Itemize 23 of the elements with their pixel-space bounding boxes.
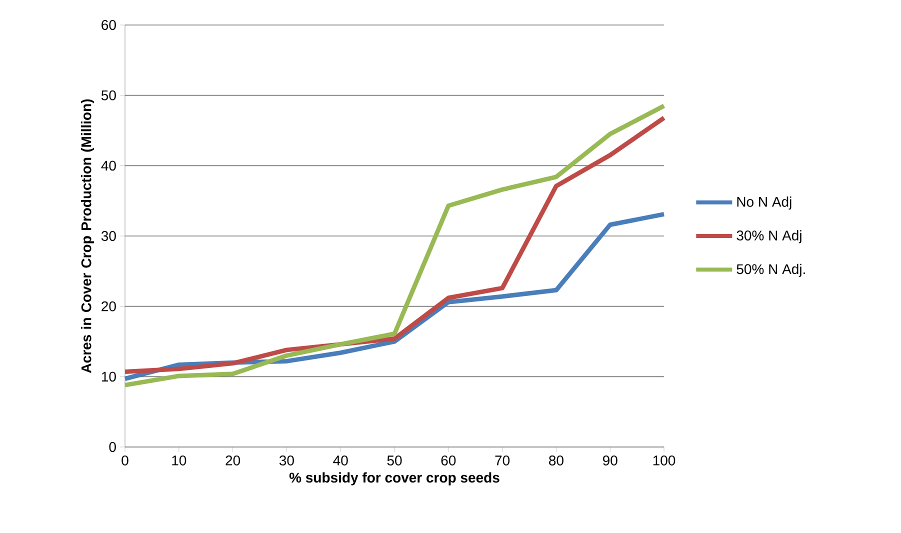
x-tick-label: 20	[226, 456, 240, 466]
y-tick-label: 20	[102, 301, 116, 312]
x-tick-label: 70	[495, 456, 510, 466]
x-tick-label: 80	[549, 456, 564, 466]
x-tick-label: 90	[602, 456, 618, 466]
x-tick-label: 100	[653, 456, 676, 466]
x-tick-label: 10	[172, 456, 186, 466]
x-axis-title: % subsidy for cover crop seeds	[289, 472, 500, 486]
x-tick-label: 30	[279, 456, 294, 466]
y-tick-label: 10	[102, 372, 116, 382]
y-tick-label: 60	[102, 20, 116, 30]
y-tick-label: 0	[109, 442, 116, 452]
y-tick-label: 40	[101, 160, 116, 171]
legend-label: No N Adj	[737, 196, 792, 210]
x-tick-label: 50	[387, 456, 402, 466]
x-tick-label: 60	[441, 456, 456, 466]
y-tick-label: 50	[101, 90, 116, 100]
legend-label: 50% N Adj.	[736, 264, 805, 277]
x-tick-label: 40	[333, 456, 348, 466]
y-tick-label: 30	[101, 231, 116, 241]
y-axis-title: Acres in Cover Crop Production (Million)	[80, 99, 94, 373]
legend-label: 30% N Adj	[736, 230, 802, 244]
x-tick-label: 0	[122, 456, 128, 466]
